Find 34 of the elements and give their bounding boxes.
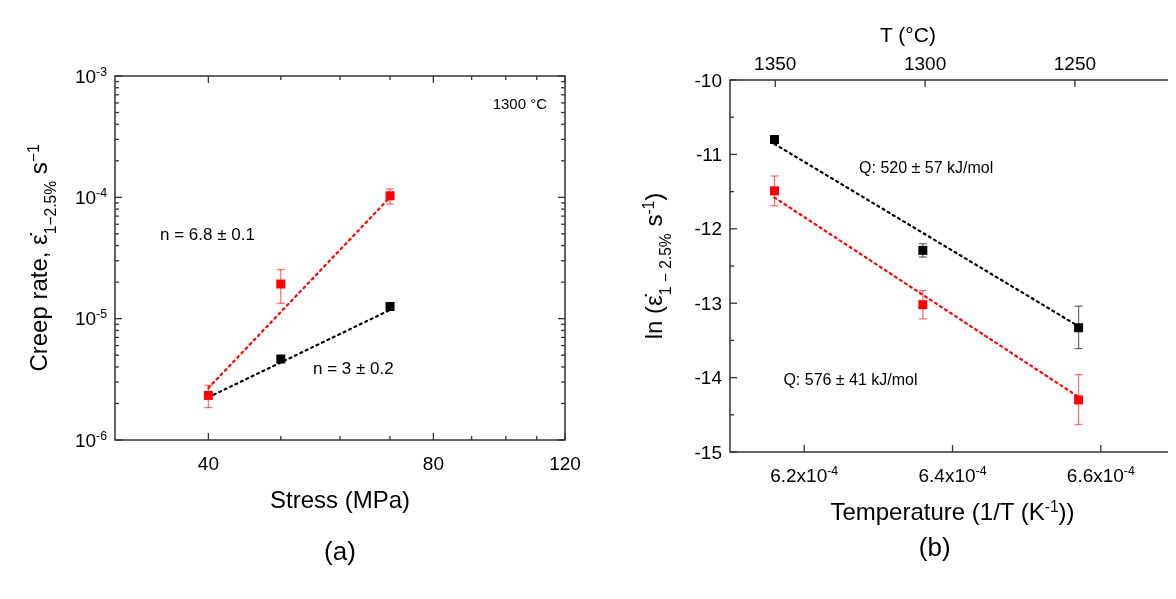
x2-tick-label: 1300 xyxy=(903,53,947,74)
x-axis-title: Temperature (1/T (K$^{-1}$)) xyxy=(830,497,1075,525)
y-tick-label: -15 xyxy=(694,441,722,463)
point xyxy=(1074,323,1084,333)
y-tick-label: -12 xyxy=(694,218,722,240)
x-tick-label: 6.4x10$^{-4}$ xyxy=(918,464,987,486)
y-tick-label: 10$^{-4}$ xyxy=(74,185,108,208)
x-tick-label: 40 xyxy=(197,453,219,474)
y-tick-label: -13 xyxy=(694,292,722,314)
point xyxy=(770,135,779,145)
y-tick-label: 10$^{-6}$ xyxy=(74,428,108,451)
text: (a) xyxy=(324,536,356,567)
annotation: Q: 520 ± 57 kJ/mol xyxy=(859,159,994,176)
point xyxy=(1074,395,1084,405)
annotation: n = 3 ± 0.2 xyxy=(313,359,394,379)
y-tick-label: 10$^{-5}$ xyxy=(74,307,108,330)
text: (b) xyxy=(918,532,951,563)
point xyxy=(770,186,779,196)
annotation: n = 6.8 ± 0.1 xyxy=(160,224,255,244)
x-tick-label: 6.6x10$^{-4}$ xyxy=(1066,464,1135,486)
x2-tick-label: 1250 xyxy=(1053,53,1097,74)
annotation: Q: 576 ± 41 kJ/mol xyxy=(783,371,918,389)
y-tick-label: -11 xyxy=(695,144,722,166)
x-axis-title: Stress (MPa) xyxy=(269,486,411,513)
x2-tick-label: 1350 xyxy=(754,53,797,74)
annotation: 1300 °C xyxy=(492,94,548,112)
x-tick-label: 80 xyxy=(422,453,444,474)
point xyxy=(918,300,928,310)
y-tick-label: -10 xyxy=(694,69,722,91)
y-tick-label: -14 xyxy=(694,367,723,389)
y-tick-label: 10$^{-3}$ xyxy=(74,64,108,87)
x-tick-label: 120 xyxy=(549,453,581,474)
x-tick-label: 6.2x10$^{-4}$ xyxy=(770,464,839,486)
x2-axis-title: T (°C) xyxy=(880,23,936,46)
